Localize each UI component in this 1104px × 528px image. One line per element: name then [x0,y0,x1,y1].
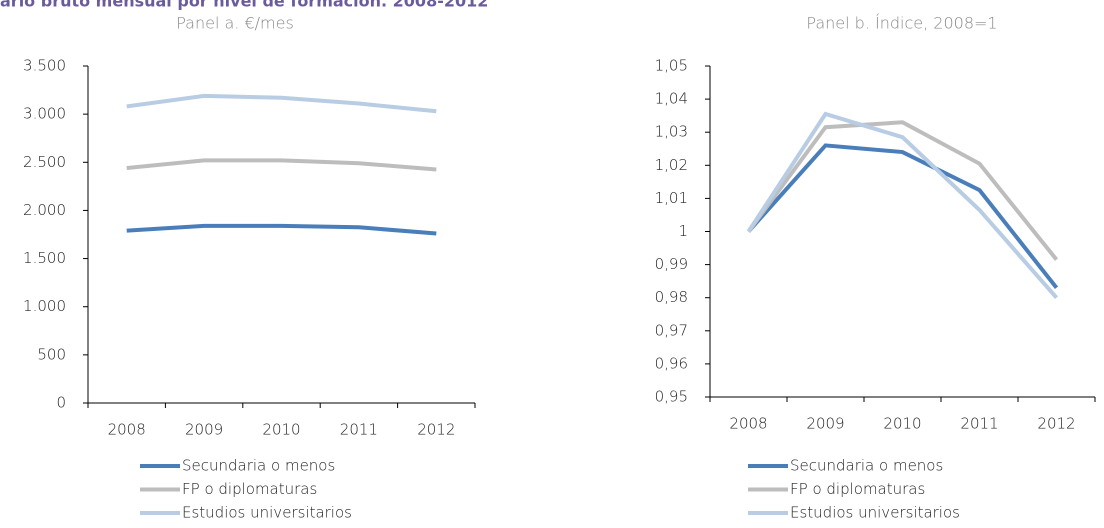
y-tick-label: 0 [56,394,66,412]
x-tick-label: 2012 [1037,415,1075,433]
y-tick-label: 1,04 [655,90,688,108]
y-tick-label: 1.000 [23,297,66,315]
x-tick-label: 2009 [806,415,844,433]
y-tick-label: 2.000 [23,201,66,219]
series-line [126,93,437,114]
y-tick-label: 1.500 [23,249,66,267]
x-tick-label: 2012 [417,421,455,439]
x-tick-label: 2011 [960,415,998,433]
y-tick-label: 0,96 [655,354,688,372]
y-tick-label: 1 [678,222,688,240]
legend-label: Secundaria o menos [182,457,335,475]
x-tick-label: 2009 [185,421,223,439]
y-tick-label: 0,97 [655,321,688,339]
legend-label: Estudios universitarios [182,504,352,522]
x-tick-label: 2008 [108,421,146,439]
y-tick-label: 0,98 [655,288,688,306]
y-tick-label: 0,99 [655,255,688,273]
series-line [746,120,1059,261]
series-line [747,143,1059,290]
legend-label: FP o diplomaturas [790,480,925,498]
subtitle: Panel a. €/mes [176,14,294,33]
legend-label: Estudios universitarios [790,504,960,522]
y-tick-label: 1,03 [655,123,688,141]
page-title: ario bruto mensual por nivel de formació… [0,0,488,11]
y-tick-label: 1,02 [655,156,688,174]
x-tick-label: 2010 [262,421,300,439]
legend-label: FP o diplomaturas [182,480,317,498]
y-tick-label: 2.500 [23,153,66,171]
y-tick-label: 1,01 [655,189,688,207]
subtitle: Panel b. Índice, 2008=1 [806,14,997,33]
y-tick-label: 1,05 [655,57,688,75]
y-tick-label: 3.500 [23,57,66,75]
series-line [746,111,1059,300]
x-tick-label: 2008 [729,415,767,433]
y-tick-label: 3.000 [23,105,66,123]
y-tick-label: 0,95 [655,388,688,406]
y-tick-label: 500 [37,345,66,363]
series-line [126,158,437,172]
x-tick-label: 2010 [883,415,921,433]
x-tick-label: 2011 [340,421,378,439]
legend-label: Secundaria o menos [790,457,943,475]
series-line [126,223,437,236]
